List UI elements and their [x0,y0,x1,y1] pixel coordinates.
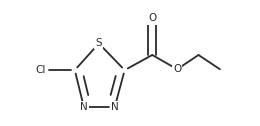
Text: Cl: Cl [35,65,45,75]
Text: O: O [173,64,181,74]
Text: O: O [148,13,156,23]
Text: N: N [80,102,88,112]
Text: S: S [95,38,102,48]
Text: N: N [111,102,119,112]
